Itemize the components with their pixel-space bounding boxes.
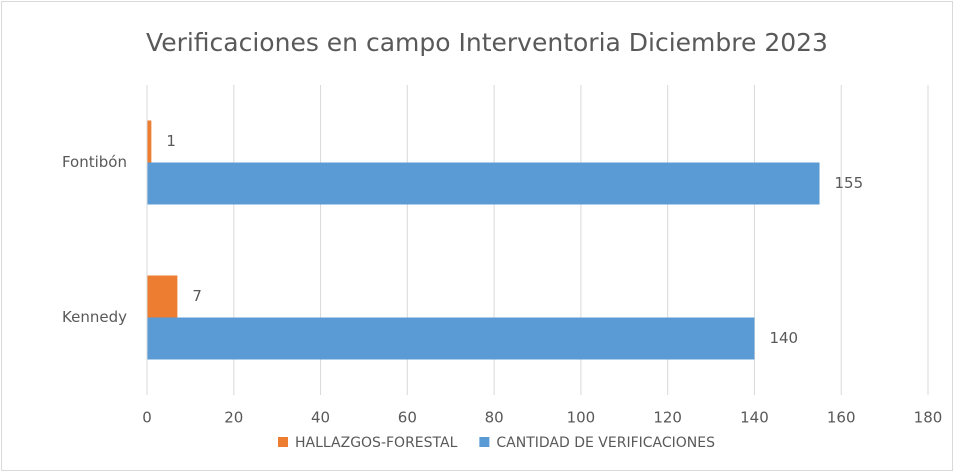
x-tick-label: 20 [224, 409, 243, 427]
legend-label: HALLAZGOS-FORESTAL [295, 435, 458, 451]
legend-swatch [278, 437, 288, 447]
x-tick-label: 180 [914, 409, 943, 427]
y-tick-label: Fontibón [62, 153, 127, 171]
data-label: 140 [769, 329, 798, 347]
bar [147, 120, 152, 163]
bar [147, 275, 178, 318]
legend-swatch [479, 437, 490, 447]
x-tick-label: 140 [740, 409, 769, 427]
x-tick-label: 80 [485, 409, 504, 427]
x-tick-label: 100 [567, 409, 596, 427]
bar [147, 162, 820, 205]
data-label: 1 [166, 132, 176, 150]
x-tick-label: 40 [311, 409, 330, 427]
data-label: 155 [835, 174, 864, 192]
data-label: 7 [192, 287, 202, 305]
chart-title: Verificaciones en campo Interventoria Di… [146, 28, 828, 57]
legend-label: CANTIDAD DE VERIFICACIONES [496, 435, 715, 451]
x-tick-label: 60 [398, 409, 417, 427]
x-tick-label: 120 [653, 409, 682, 427]
bar [147, 317, 755, 360]
x-tick-label: 160 [827, 409, 856, 427]
y-tick-label: Kennedy [62, 308, 127, 326]
x-tick-label: 0 [142, 409, 152, 427]
